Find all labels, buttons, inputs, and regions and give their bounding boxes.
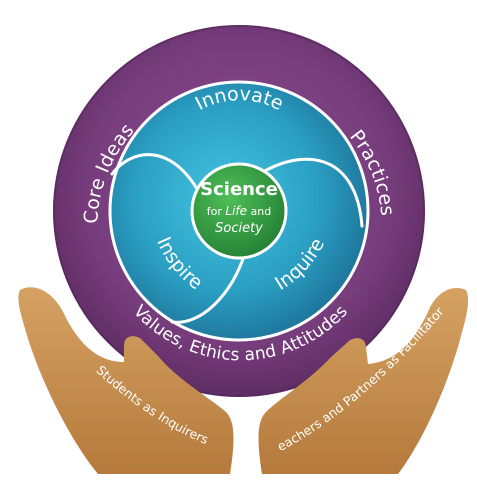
right-hand-shape: [258, 288, 469, 474]
swirl-dividers: [110, 153, 364, 324]
center-line1: for Life and: [207, 204, 271, 218]
left-hand-shape: [18, 287, 234, 474]
center-line1-post: and: [247, 205, 271, 218]
outer-ring-rim: [53, 25, 425, 397]
swirl-line-2: [256, 157, 364, 228]
center-core: [190, 162, 288, 260]
swirl-line-3: [170, 248, 248, 324]
center-line1-pre: for: [207, 205, 226, 218]
center-title: Science: [200, 179, 278, 200]
inner-ring-border: [108, 80, 370, 342]
swirl-line-1: [110, 153, 202, 196]
center-line2: Society: [215, 221, 263, 236]
center-line1-em: Life: [225, 204, 247, 218]
